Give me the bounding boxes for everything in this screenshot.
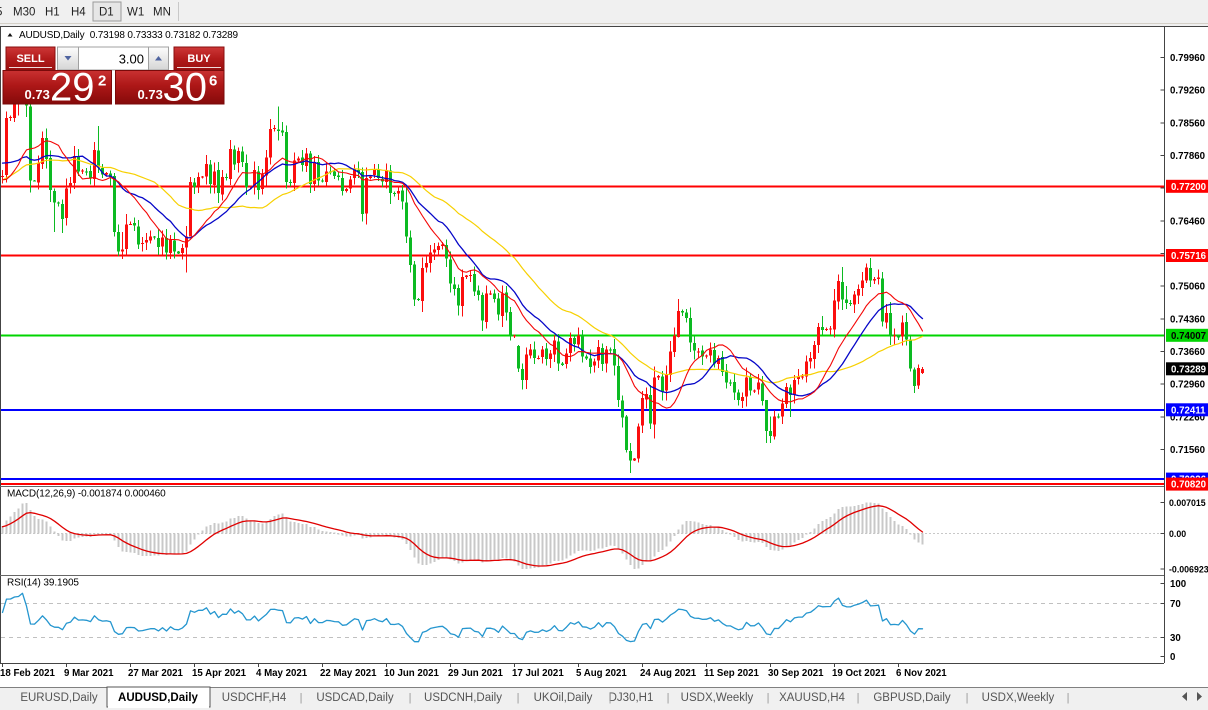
svg-text:0.75060: 0.75060 [1170,282,1205,293]
svg-text:W1: W1 [127,7,144,19]
svg-text:M30: M30 [13,7,35,19]
svg-text:0.74360: 0.74360 [1170,314,1205,325]
svg-text:MACD(12,26,9) -0.001874 0.0004: MACD(12,26,9) -0.001874 0.000460 [7,489,166,500]
svg-text:MN: MN [153,7,171,19]
svg-text:USDX,Weekly: USDX,Weekly [982,692,1055,704]
svg-text:|: | [767,692,770,704]
svg-text:USDCHF,H4: USDCHF,H4 [222,692,287,704]
svg-text:4 May 2021: 4 May 2021 [256,668,308,679]
svg-text:2: 2 [98,73,106,90]
svg-text:30 Sep 2021: 30 Sep 2021 [768,668,824,679]
svg-text:17 Jul 2021: 17 Jul 2021 [512,668,564,679]
svg-text:USDX,Weekly: USDX,Weekly [681,692,754,704]
svg-text:UKOil,Daily: UKOil,Daily [534,692,593,704]
svg-text:|: | [300,692,303,704]
svg-text:6: 6 [209,73,217,90]
svg-text:0.73: 0.73 [138,87,163,102]
svg-text:H4: H4 [71,7,86,19]
svg-text:USDCNH,Daily: USDCNH,Daily [424,692,502,704]
svg-text:0.79960: 0.79960 [1170,53,1205,64]
svg-text:70: 70 [1170,599,1181,610]
svg-text:|: | [517,692,520,704]
svg-text:30: 30 [163,66,208,110]
svg-text:18 Feb 2021: 18 Feb 2021 [0,668,56,679]
svg-text:GBPUSD,Daily: GBPUSD,Daily [873,692,951,704]
svg-text:0.77200: 0.77200 [1171,182,1206,193]
svg-text:0.71560: 0.71560 [1170,445,1205,456]
svg-text:9 Mar 2021: 9 Mar 2021 [64,668,114,679]
svg-text:29: 29 [50,66,95,110]
svg-text:AUDUSD,Daily: AUDUSD,Daily [118,692,198,704]
svg-text:0.72960: 0.72960 [1170,380,1205,391]
svg-text:H1: H1 [45,7,60,19]
svg-text:|: | [409,692,412,704]
svg-text:0.72411: 0.72411 [1171,405,1206,416]
svg-text:0: 0 [1170,652,1175,663]
svg-text:29 Jun 2021: 29 Jun 2021 [448,668,504,679]
svg-text:AUDUSD,Daily 0.73198 0.73333: AUDUSD,Daily 0.73198 0.73333 0.73182 0.7… [19,30,239,41]
svg-text:XAUUSD,H4: XAUUSD,H4 [779,692,845,704]
svg-text:RSI(14) 39.1905: RSI(14) 39.1905 [7,578,79,589]
svg-text:0.73660: 0.73660 [1170,347,1205,358]
svg-text:0.70820: 0.70820 [1171,480,1206,491]
svg-text:SELL: SELL [16,53,44,65]
svg-text:USDCAD,Daily: USDCAD,Daily [316,692,394,704]
svg-text:5 Aug 2021: 5 Aug 2021 [576,668,627,679]
svg-text:0.78560: 0.78560 [1170,118,1205,129]
svg-text:DJ30,H1: DJ30,H1 [609,692,654,704]
svg-text:EURUSD,Daily: EURUSD,Daily [20,692,98,704]
svg-text:0.00: 0.00 [1169,529,1186,539]
svg-text:|: | [667,692,670,704]
svg-text:0.74007: 0.74007 [1171,331,1206,342]
svg-text:0.79260: 0.79260 [1170,86,1205,97]
svg-text:|: | [609,692,612,704]
svg-text:|: | [966,692,969,704]
svg-text:27 Mar 2021: 27 Mar 2021 [128,668,184,679]
svg-text:24 Aug 2021: 24 Aug 2021 [640,668,697,679]
svg-text:|: | [1067,692,1070,704]
svg-text:0.73289: 0.73289 [1171,364,1207,375]
svg-text:0.77860: 0.77860 [1170,151,1205,162]
svg-text:0.75716: 0.75716 [1171,251,1207,262]
svg-text:19 Oct 2021: 19 Oct 2021 [832,668,886,679]
svg-text:0.72260: 0.72260 [1170,412,1205,423]
svg-text:D1: D1 [99,7,114,19]
svg-text:11 Sep 2021: 11 Sep 2021 [704,668,760,679]
svg-text:BUY: BUY [187,53,211,65]
svg-text:5: 5 [0,7,2,19]
svg-text:6 Nov 2021: 6 Nov 2021 [896,668,947,679]
svg-text:10 Jun 2021: 10 Jun 2021 [384,668,440,679]
svg-text:|: | [857,692,860,704]
svg-text:30: 30 [1170,633,1181,644]
svg-text:0.73: 0.73 [25,87,50,102]
svg-text:3.00: 3.00 [119,52,144,67]
svg-text:22 May 2021: 22 May 2021 [320,668,377,679]
svg-text:0.76460: 0.76460 [1170,216,1205,227]
svg-text:-0.006923: -0.006923 [1169,565,1208,575]
svg-text:0.007015: 0.007015 [1169,498,1206,508]
svg-text:100: 100 [1170,579,1186,590]
svg-text:15 Apr 2021: 15 Apr 2021 [192,668,247,679]
